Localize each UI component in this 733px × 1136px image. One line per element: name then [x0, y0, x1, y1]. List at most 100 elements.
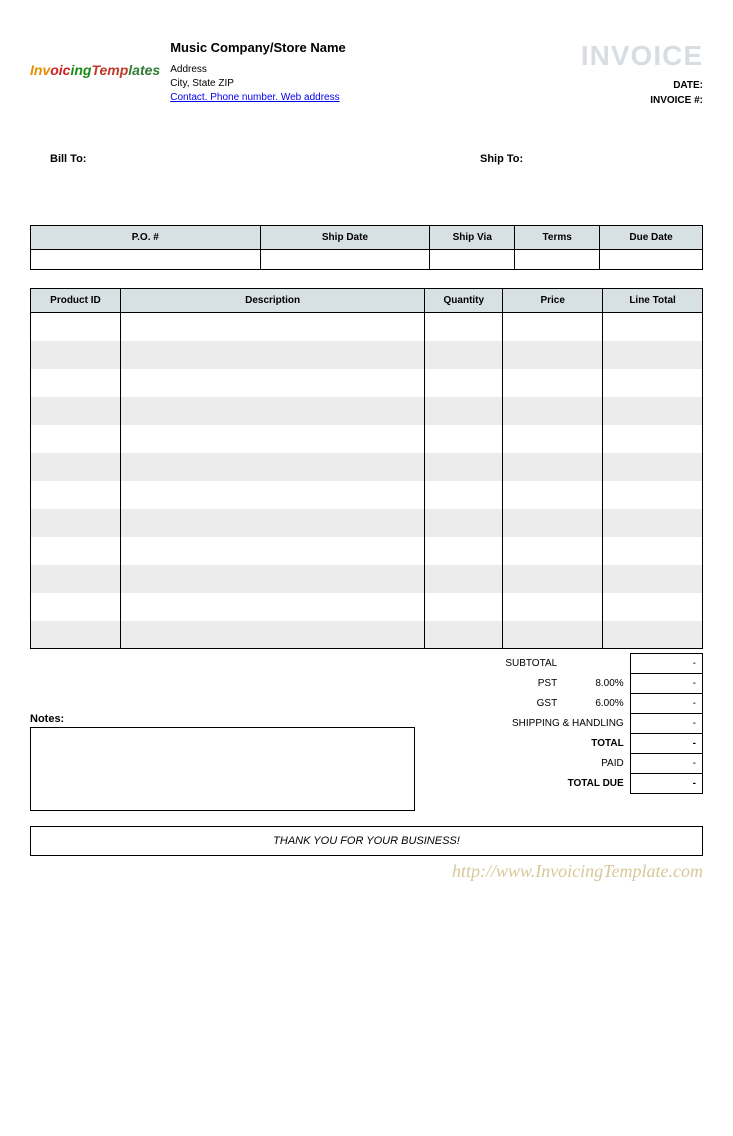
- line-item-row: [31, 425, 703, 453]
- total-due-row: TOTAL DUE -: [415, 774, 703, 794]
- gst-row: GST 6.00% -: [415, 694, 703, 714]
- notes-box[interactable]: [30, 727, 415, 811]
- shipping-label: SHIPPING & HANDLING: [415, 714, 630, 734]
- item-cell-productid[interactable]: [31, 341, 121, 369]
- item-cell-quantity[interactable]: [425, 537, 503, 565]
- line-item-row: [31, 537, 703, 565]
- header-right: INVOICE DATE: INVOICE #:: [581, 40, 703, 108]
- company-info: Music Company/Store Name Address City, S…: [170, 40, 346, 103]
- item-cell-quantity[interactable]: [425, 425, 503, 453]
- item-cell-price[interactable]: [503, 537, 603, 565]
- item-cell-productid[interactable]: [31, 509, 121, 537]
- line-item-row: [31, 313, 703, 341]
- item-cell-price[interactable]: [503, 565, 603, 593]
- items-header-quantity: Quantity: [425, 289, 503, 313]
- item-cell-productid[interactable]: [31, 565, 121, 593]
- gst-pct: 6.00%: [563, 694, 630, 714]
- item-cell-price[interactable]: [503, 593, 603, 621]
- item-cell-description[interactable]: [120, 621, 424, 649]
- shipping-row: SHIPPING & HANDLING -: [415, 714, 703, 734]
- item-cell-productid[interactable]: [31, 369, 121, 397]
- item-cell-quantity[interactable]: [425, 621, 503, 649]
- item-cell-quantity[interactable]: [425, 565, 503, 593]
- item-cell-price[interactable]: [503, 509, 603, 537]
- order-cell-shipvia[interactable]: [430, 250, 515, 270]
- item-cell-description[interactable]: [120, 397, 424, 425]
- item-cell-description[interactable]: [120, 537, 424, 565]
- contact-link[interactable]: Contact. Phone number. Web address: [170, 92, 339, 103]
- item-cell-description[interactable]: [120, 425, 424, 453]
- address-line-1: Address: [170, 63, 346, 77]
- totals-section: Notes: SUBTOTAL - PST 8.00% - GST 6.00%: [30, 653, 703, 811]
- item-cell-quantity[interactable]: [425, 453, 503, 481]
- item-cell-productid[interactable]: [31, 397, 121, 425]
- item-cell-quantity[interactable]: [425, 397, 503, 425]
- item-cell-description[interactable]: [120, 313, 424, 341]
- order-cell-shipdate[interactable]: [260, 250, 430, 270]
- item-cell-linetotal[interactable]: [603, 369, 703, 397]
- order-header-shipvia: Ship Via: [430, 226, 515, 250]
- item-cell-quantity[interactable]: [425, 313, 503, 341]
- order-cell-terms[interactable]: [515, 250, 600, 270]
- item-cell-linetotal[interactable]: [603, 565, 703, 593]
- item-cell-linetotal[interactable]: [603, 313, 703, 341]
- item-cell-quantity[interactable]: [425, 341, 503, 369]
- item-cell-linetotal[interactable]: [603, 509, 703, 537]
- item-cell-linetotal[interactable]: [603, 621, 703, 649]
- item-cell-productid[interactable]: [31, 425, 121, 453]
- item-cell-price[interactable]: [503, 621, 603, 649]
- shipping-value: -: [630, 714, 702, 734]
- total-row: TOTAL -: [415, 734, 703, 754]
- item-cell-linetotal[interactable]: [603, 537, 703, 565]
- item-cell-linetotal[interactable]: [603, 425, 703, 453]
- order-header-po: P.O. #: [31, 226, 261, 250]
- logo-icon: InvoicingTemplates: [30, 62, 160, 78]
- order-cell-duedate[interactable]: [600, 250, 703, 270]
- gst-value: -: [630, 694, 702, 714]
- notes-column: Notes:: [30, 713, 415, 811]
- item-cell-price[interactable]: [503, 453, 603, 481]
- item-cell-price[interactable]: [503, 341, 603, 369]
- item-cell-description[interactable]: [120, 341, 424, 369]
- pst-label: PST: [415, 674, 563, 694]
- item-cell-description[interactable]: [120, 593, 424, 621]
- order-header-terms: Terms: [515, 226, 600, 250]
- item-cell-productid[interactable]: [31, 621, 121, 649]
- item-cell-productid[interactable]: [31, 537, 121, 565]
- item-cell-quantity[interactable]: [425, 481, 503, 509]
- item-cell-description[interactable]: [120, 565, 424, 593]
- pst-row: PST 8.00% -: [415, 674, 703, 694]
- item-cell-linetotal[interactable]: [603, 397, 703, 425]
- item-cell-price[interactable]: [503, 425, 603, 453]
- item-cell-productid[interactable]: [31, 313, 121, 341]
- item-cell-linetotal[interactable]: [603, 481, 703, 509]
- watermark-url: http://www.InvoicingTemplate.com: [452, 861, 703, 882]
- item-cell-productid[interactable]: [31, 453, 121, 481]
- item-cell-quantity[interactable]: [425, 369, 503, 397]
- line-item-row: [31, 481, 703, 509]
- totals-table: SUBTOTAL - PST 8.00% - GST 6.00% - SHIPP…: [415, 653, 703, 794]
- item-cell-productid[interactable]: [31, 481, 121, 509]
- item-cell-linetotal[interactable]: [603, 453, 703, 481]
- item-cell-description[interactable]: [120, 509, 424, 537]
- gst-label: GST: [415, 694, 563, 714]
- item-cell-quantity[interactable]: [425, 509, 503, 537]
- total-value: -: [630, 734, 702, 754]
- paid-row: PAID -: [415, 754, 703, 774]
- invoice-page: InvoicingTemplates Music Company/Store N…: [0, 0, 733, 906]
- header-section: InvoicingTemplates Music Company/Store N…: [30, 40, 703, 108]
- item-cell-price[interactable]: [503, 313, 603, 341]
- item-cell-description[interactable]: [120, 453, 424, 481]
- item-cell-description[interactable]: [120, 369, 424, 397]
- items-header-price: Price: [503, 289, 603, 313]
- item-cell-description[interactable]: [120, 481, 424, 509]
- item-cell-price[interactable]: [503, 397, 603, 425]
- item-cell-productid[interactable]: [31, 593, 121, 621]
- item-cell-linetotal[interactable]: [603, 593, 703, 621]
- item-cell-quantity[interactable]: [425, 593, 503, 621]
- item-cell-price[interactable]: [503, 369, 603, 397]
- item-cell-price[interactable]: [503, 481, 603, 509]
- order-cell-po[interactable]: [31, 250, 261, 270]
- subtotal-row: SUBTOTAL -: [415, 654, 703, 674]
- item-cell-linetotal[interactable]: [603, 341, 703, 369]
